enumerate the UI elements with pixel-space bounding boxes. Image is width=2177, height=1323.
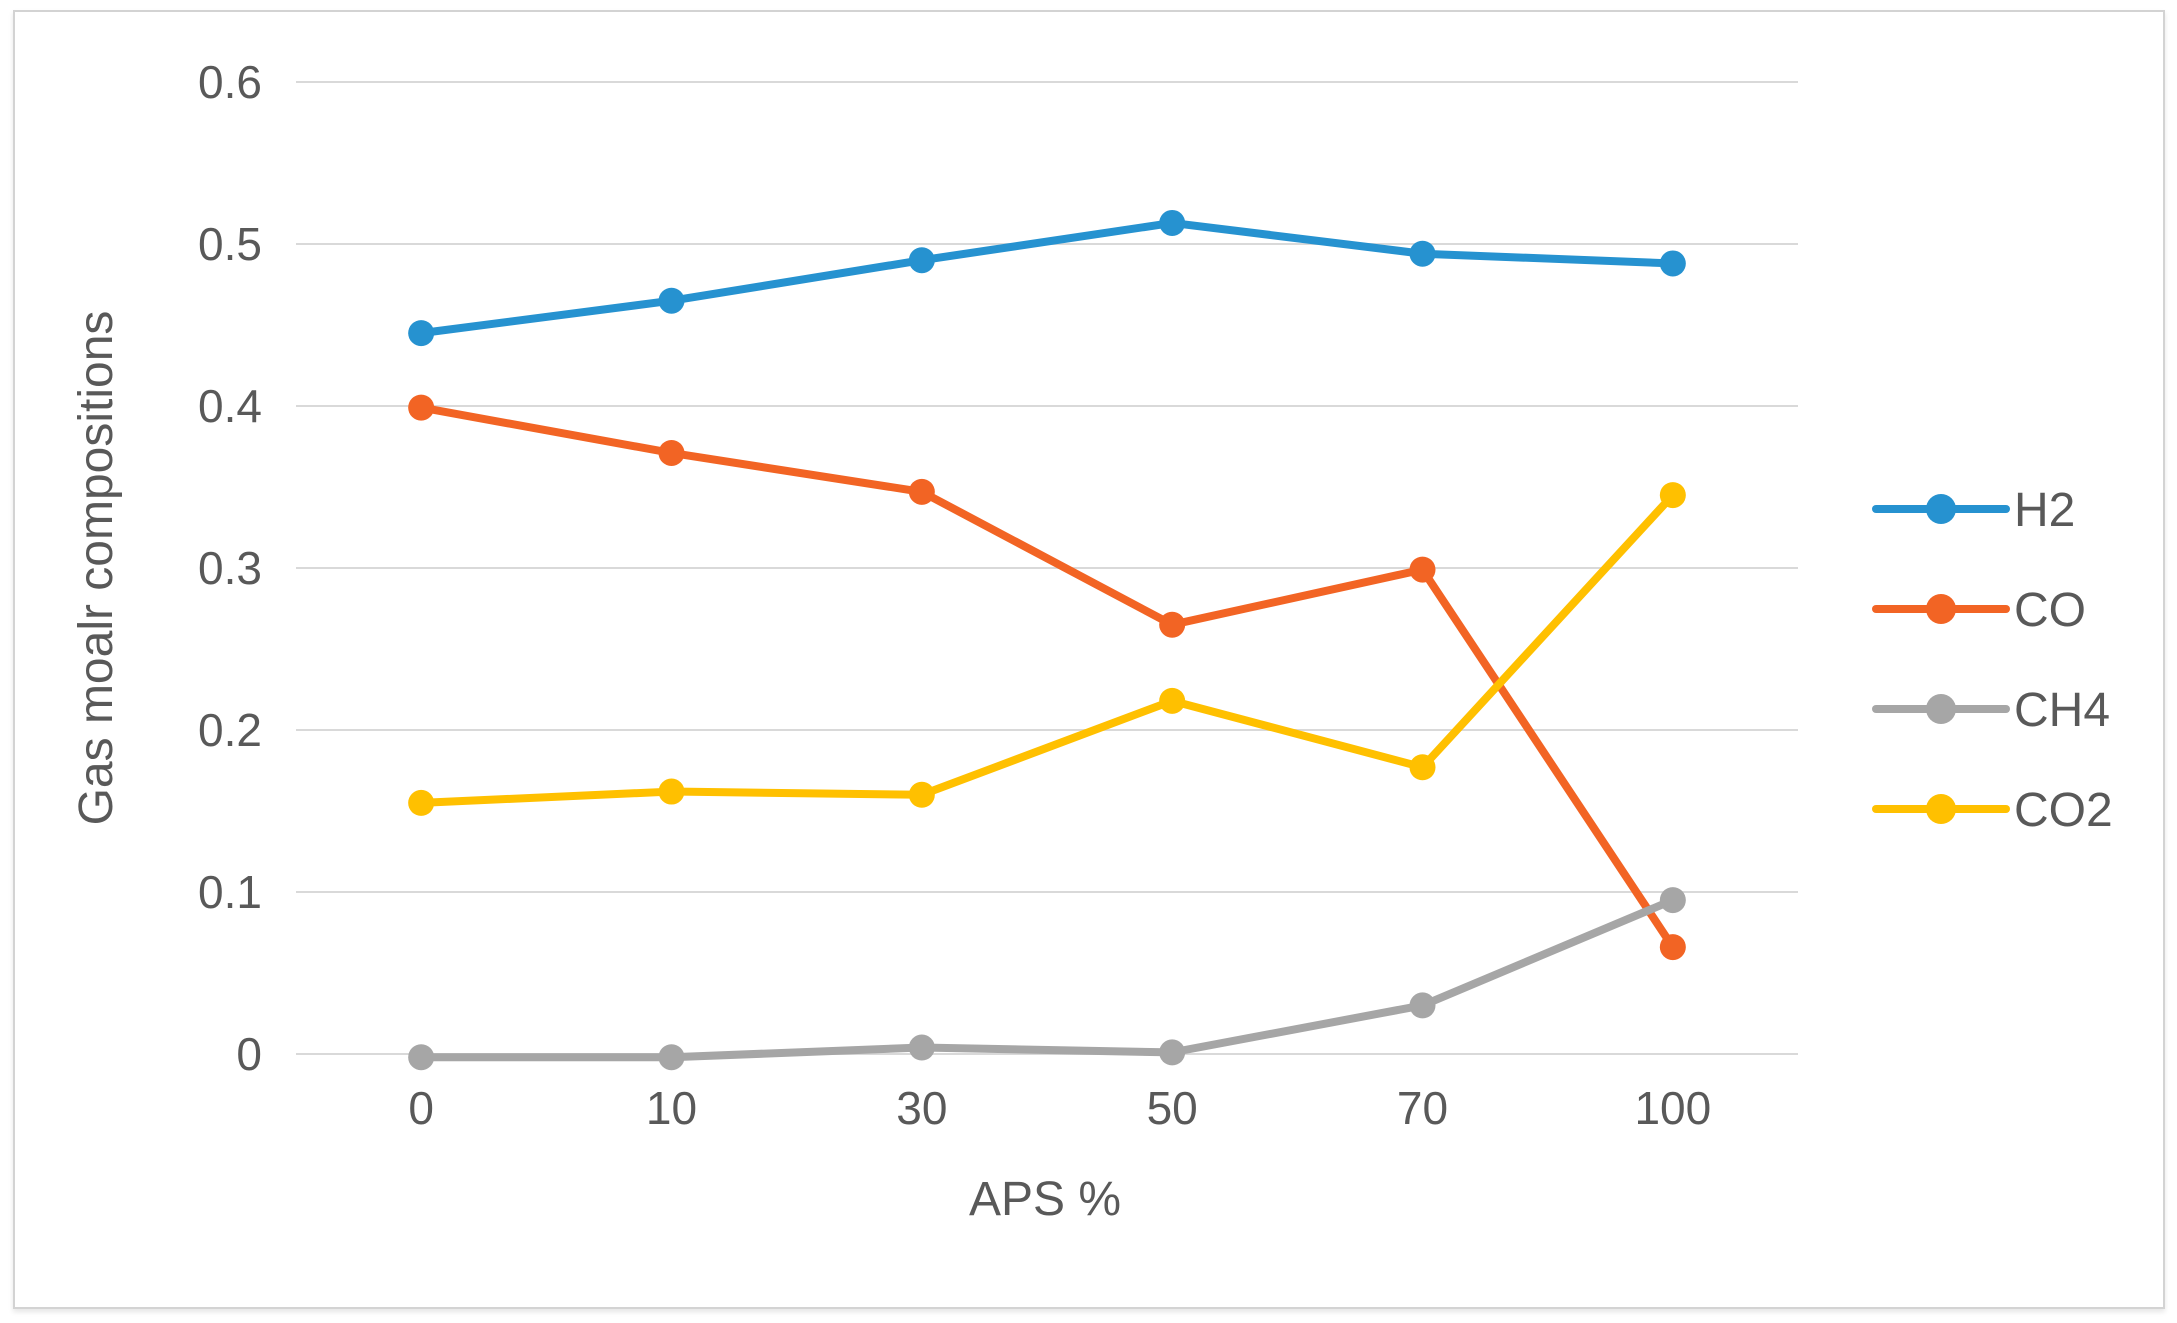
series-CH4 [408,887,1686,1071]
series-marker-CO2-0 [408,789,435,816]
x-tick-label: 10 [646,1082,697,1134]
series-marker-H2-2 [908,247,935,274]
legend-swatch-marker [1926,594,1956,624]
y-tick-label: 0.3 [198,542,262,594]
series-marker-H2-1 [658,287,685,314]
series-marker-CO2-2 [908,781,935,808]
series-marker-CO2-1 [658,778,685,805]
x-tick-label: 0 [408,1082,434,1134]
legend-swatch-marker [1926,794,1956,824]
series-marker-CH4-0 [408,1044,435,1071]
series-line-CH4 [417,896,1677,1062]
legend-item-H2: H2 [1872,484,2075,537]
x-tick-label: 100 [1634,1082,1711,1134]
series-marker-CO-3 [1159,611,1186,638]
legend-item-CO2: CO2 [1872,784,2113,837]
series-marker-CO-4 [1409,556,1436,583]
series-marker-CH4-4 [1409,992,1436,1019]
axis-tick-labels-layer: 0 0.1 0.2 0.3 0.4 0.5 0.6 0 10 30 50 70 100 [198,56,1711,1134]
legend-swatch-marker [1926,694,1956,724]
legend-label: CO [2014,584,2086,637]
series-H2 [408,209,1686,347]
series-marker-CO-1 [658,439,685,466]
series-line-CO [417,403,1677,952]
series-marker-H2-5 [1659,250,1686,277]
y-tick-label: 0.5 [198,218,262,270]
series-marker-CH4-2 [908,1034,935,1061]
series-marker-H2-0 [408,320,435,347]
series-marker-CO2-3 [1159,687,1186,714]
series-CO [408,394,1686,961]
y-axis-title: Gas moalr compositions [70,311,123,826]
series-layer [408,209,1686,1071]
series-marker-H2-3 [1159,209,1186,236]
y-tick-label: 0.1 [198,866,262,918]
legend-item-CO: CO [1872,584,2086,637]
x-tick-label: 70 [1397,1082,1448,1134]
figure-border [13,10,2165,1309]
x-tick-label: 50 [1147,1082,1198,1134]
x-axis-title: APS % [969,1173,1121,1226]
series-line-CO2 [417,491,1677,807]
legend-item-CH4: CH4 [1872,684,2110,737]
series-marker-H2-4 [1409,240,1436,267]
series-marker-CO-2 [908,478,935,505]
y-tick-label: 0.4 [198,380,262,432]
series-marker-CO-0 [408,394,435,421]
legend-label: CO2 [2014,784,2113,837]
series-line-H2 [417,218,1677,338]
series-marker-CH4-1 [658,1044,685,1071]
gridlines-layer [296,81,1798,1055]
legend: H2 CO CH4 CO2 [1872,484,2113,837]
y-tick-label: 0.2 [198,704,262,756]
series-marker-CO-5 [1659,934,1686,961]
legend-swatch-marker [1926,494,1956,524]
series-marker-CO2-5 [1659,482,1686,509]
y-tick-label: 0.6 [198,56,262,108]
series-marker-CH4-3 [1159,1039,1186,1066]
series-marker-CH4-5 [1659,887,1686,914]
y-tick-label: 0 [236,1028,262,1080]
legend-label: CH4 [2014,684,2110,737]
series-marker-CO2-4 [1409,754,1436,781]
x-tick-label: 30 [896,1082,947,1134]
legend-label: H2 [2014,484,2075,537]
series-CO2 [408,482,1686,816]
